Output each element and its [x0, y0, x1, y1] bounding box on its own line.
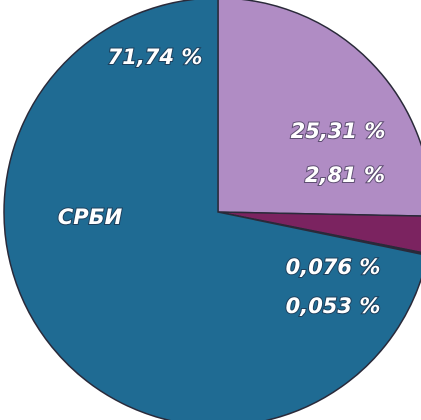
pie-slice: [217, 0, 421, 217]
value-label: 71,74 %: [108, 45, 203, 69]
value-label: 25,31 %: [291, 119, 386, 143]
value-label: 0,076 %: [286, 255, 381, 279]
value-label: 2,81 %: [305, 163, 385, 187]
value-label: 0,053 %: [286, 294, 381, 318]
category-label: СРБИ: [58, 205, 123, 229]
pie-slice: [3, 0, 421, 420]
